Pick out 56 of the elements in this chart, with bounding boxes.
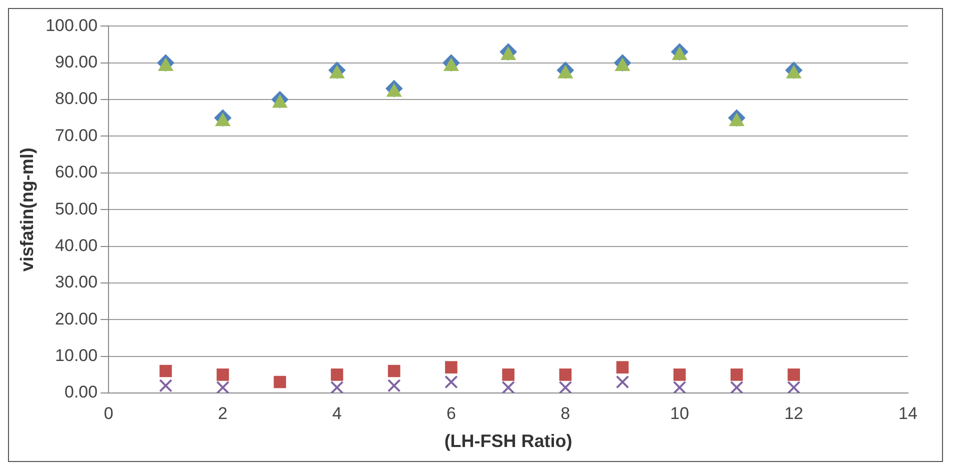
point (786, 65, 802, 78)
point (558, 380, 572, 393)
point (672, 47, 688, 60)
x-tick-label: 2 (218, 404, 228, 423)
y-tick-label: 0.00 (64, 382, 98, 402)
point (502, 368, 514, 381)
point (159, 379, 172, 392)
point (330, 380, 344, 393)
x-tick-label: 12 (784, 404, 804, 423)
point (444, 58, 459, 72)
point (787, 380, 800, 393)
point (160, 364, 172, 378)
point (272, 94, 288, 108)
point (500, 47, 516, 60)
point (559, 368, 572, 381)
x-axis-title: (LH-FSH Ratio) (444, 431, 572, 452)
y-tick-label: 80.00 (55, 89, 98, 108)
x-tick-label: 0 (104, 404, 114, 423)
point (558, 65, 573, 78)
y-tick-label: 60.00 (55, 162, 98, 182)
point (673, 368, 686, 381)
y-tick-label: 10.00 (55, 346, 98, 366)
point (274, 376, 286, 388)
point (330, 368, 344, 381)
point (788, 368, 800, 381)
y-tick-label: 30.00 (55, 272, 98, 292)
y-tick-label: 50.00 (55, 199, 98, 218)
point (730, 380, 744, 393)
point (387, 379, 401, 392)
x-tick-label: 6 (446, 404, 456, 423)
point (729, 113, 744, 126)
x-tick-label: 4 (332, 404, 342, 423)
point (216, 368, 229, 381)
point (158, 58, 174, 72)
point (444, 375, 458, 389)
x-tick-label: 8 (560, 404, 570, 423)
point (616, 361, 629, 374)
y-tick-label: 70.00 (55, 126, 98, 145)
point (730, 368, 743, 381)
point (386, 84, 402, 97)
point (215, 113, 230, 126)
point (615, 58, 630, 72)
y-tick-label: 40.00 (55, 236, 98, 255)
x-tick-label: 10 (670, 404, 690, 423)
y-axis-title: visfatin(ng-ml) (16, 148, 37, 272)
point (672, 380, 686, 393)
y-tick-label: 90.00 (55, 52, 98, 72)
point (445, 361, 458, 374)
x-tick-label: 14 (898, 404, 918, 423)
point (330, 65, 344, 78)
point (616, 375, 630, 389)
point (216, 380, 230, 393)
point (388, 364, 400, 378)
point (502, 380, 515, 393)
y-tick-label: 20.00 (55, 309, 98, 328)
y-tick-label: 100.00 (46, 16, 98, 35)
